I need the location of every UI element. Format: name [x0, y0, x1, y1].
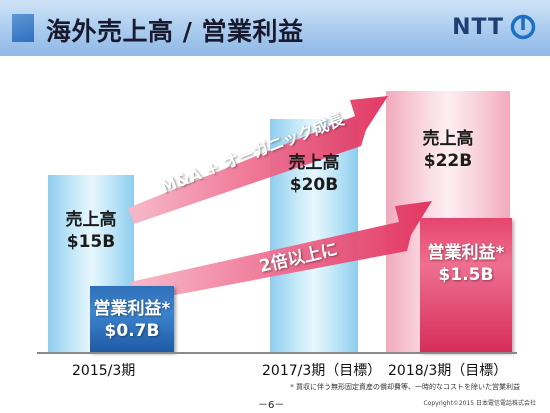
revenue-2015-title: 売上高	[65, 210, 117, 230]
label-revenue-2018: 売上高 $22B	[386, 128, 510, 172]
page-number: －6－	[258, 400, 285, 411]
xlabel-2015: 2015/3期	[72, 363, 136, 379]
op-2015-title: 営業利益*	[93, 299, 171, 319]
copyright: Copyright©2015 日本電信電話株式会社	[423, 400, 537, 407]
revenue-2015-value: $15B	[66, 232, 116, 252]
upper-growth-arrow	[128, 96, 388, 224]
xlabel-2018: 2018/3期（目標）	[388, 363, 508, 379]
page-title: 海外売上高 / 営業利益	[46, 17, 304, 46]
label-revenue-2017: 売上高 $20B	[270, 152, 358, 196]
revenue-2017-value: $20B	[289, 175, 339, 195]
op-2018-title: 営業利益*	[427, 243, 505, 263]
logo-text: NTT	[452, 14, 504, 40]
lower-growth-arrow	[130, 201, 432, 302]
op-2018-value: $1.5B	[438, 265, 494, 285]
ntt-logo-icon	[510, 14, 536, 40]
revenue-2018-title: 売上高	[422, 129, 474, 149]
label-revenue-2015: 売上高 $15B	[48, 209, 134, 253]
revenue-profit-chart: M&A + オーガニック成長 2倍以上に 売上高 $15B 営業利益* $0.7…	[0, 56, 550, 413]
title-bar: 海外売上高 / 営業利益 NTT	[0, 0, 550, 56]
bar-op-2015	[90, 286, 174, 352]
ntt-logo: NTT	[452, 14, 536, 40]
revenue-2018-value: $22B	[423, 151, 473, 171]
label-op-2015: 営業利益* $0.7B	[86, 298, 178, 342]
growth-arrows	[128, 96, 432, 302]
label-op-2018: 営業利益* $1.5B	[420, 242, 512, 286]
chart-baseline	[37, 352, 517, 354]
footnote: * 買収に伴う無形固定資産の償却費等、一時的なコストを除いた営業利益	[290, 383, 520, 391]
revenue-2017-title: 売上高	[288, 153, 340, 173]
title-accent-block	[12, 14, 34, 42]
bar-op-2018	[420, 218, 512, 352]
xlabel-2017: 2017/3期（目標）	[262, 363, 382, 379]
op-2015-value: $0.7B	[104, 321, 160, 341]
